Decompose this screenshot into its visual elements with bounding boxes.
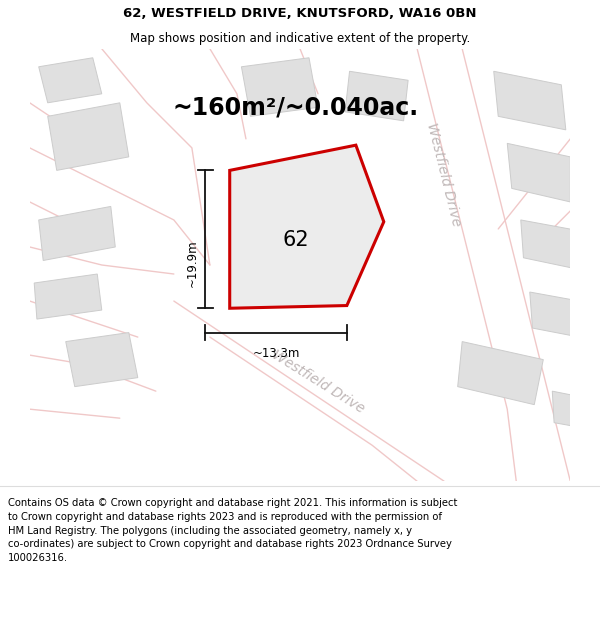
Text: Westfield Drive: Westfield Drive bbox=[269, 348, 367, 416]
Text: ~160m²/~0.040ac.: ~160m²/~0.040ac. bbox=[172, 96, 419, 119]
Polygon shape bbox=[552, 391, 580, 428]
Polygon shape bbox=[66, 332, 138, 387]
Polygon shape bbox=[34, 274, 102, 319]
Polygon shape bbox=[230, 145, 384, 308]
Polygon shape bbox=[38, 58, 102, 102]
Polygon shape bbox=[241, 58, 318, 116]
Polygon shape bbox=[345, 71, 408, 121]
Text: ~19.9m: ~19.9m bbox=[185, 239, 199, 287]
Text: Contains OS data © Crown copyright and database right 2021. This information is : Contains OS data © Crown copyright and d… bbox=[8, 499, 457, 563]
Text: Map shows position and indicative extent of the property.: Map shows position and indicative extent… bbox=[130, 31, 470, 44]
Polygon shape bbox=[507, 143, 571, 202]
Text: ~13.3m: ~13.3m bbox=[253, 347, 300, 360]
Text: 62: 62 bbox=[282, 230, 309, 250]
Polygon shape bbox=[494, 71, 566, 130]
Polygon shape bbox=[38, 206, 115, 261]
Text: Westfield Drive: Westfield Drive bbox=[425, 122, 464, 228]
Polygon shape bbox=[458, 342, 543, 404]
Polygon shape bbox=[48, 102, 129, 171]
Polygon shape bbox=[521, 220, 580, 269]
Polygon shape bbox=[530, 292, 580, 337]
Polygon shape bbox=[250, 166, 363, 289]
Text: 62, WESTFIELD DRIVE, KNUTSFORD, WA16 0BN: 62, WESTFIELD DRIVE, KNUTSFORD, WA16 0BN bbox=[123, 7, 477, 20]
